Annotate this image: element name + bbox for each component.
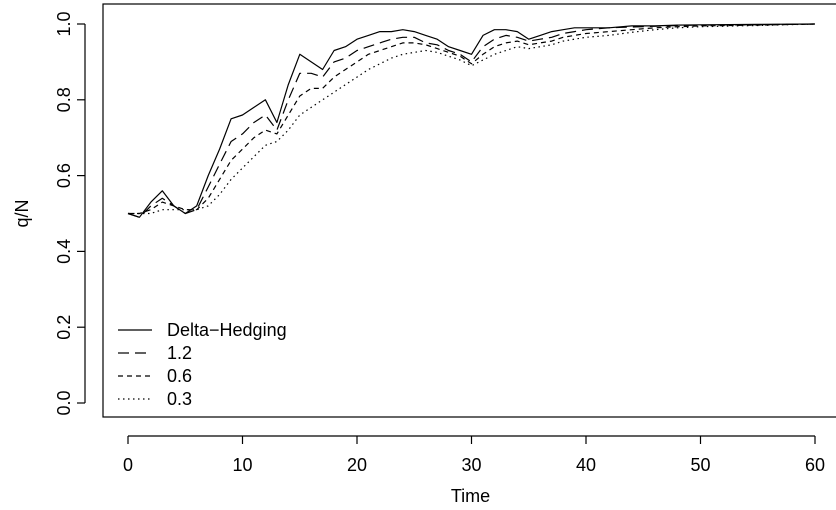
- legend-label-3: 0.3: [167, 389, 192, 409]
- x-tick-label: 30: [461, 455, 481, 475]
- legend-label-1: 1.2: [167, 343, 192, 363]
- series-layer: [127, 23, 816, 218]
- y-tick-label: 0.4: [54, 239, 74, 264]
- y-tick-label: 0.8: [54, 87, 74, 112]
- y-tick-label: 0.6: [54, 163, 74, 188]
- legend-label-2: 0.6: [167, 366, 192, 386]
- y-axis-title: q/N: [12, 199, 32, 227]
- x-axis: 0 10 20 30 40 50 60: [123, 435, 825, 475]
- y-tick-label: 1.0: [54, 11, 74, 36]
- series-line-3: [128, 23, 816, 215]
- legend: Delta−Hedging 1.2 0.6 0.3: [118, 320, 287, 409]
- series-line-2: [128, 23, 816, 215]
- y-tick-label: 0.0: [54, 390, 74, 415]
- x-tick-label: 60: [805, 455, 825, 475]
- series-line-0: [127, 23, 816, 218]
- x-tick-label: 20: [347, 455, 367, 475]
- x-tick-label: 50: [690, 455, 710, 475]
- x-tick-label: 0: [123, 455, 133, 475]
- x-tick-label: 10: [232, 455, 252, 475]
- plot-frame: [102, 3, 836, 418]
- y-tick-label: 0.2: [54, 315, 74, 340]
- x-tick-label: 40: [576, 455, 596, 475]
- y-axis: 0.0 0.2 0.4 0.6 0.8 1.0: [54, 11, 86, 416]
- legend-label-0: Delta−Hedging: [167, 320, 287, 340]
- plot-box: [102, 3, 836, 418]
- x-axis-title: Time: [451, 486, 490, 506]
- series-line-1: [127, 23, 816, 218]
